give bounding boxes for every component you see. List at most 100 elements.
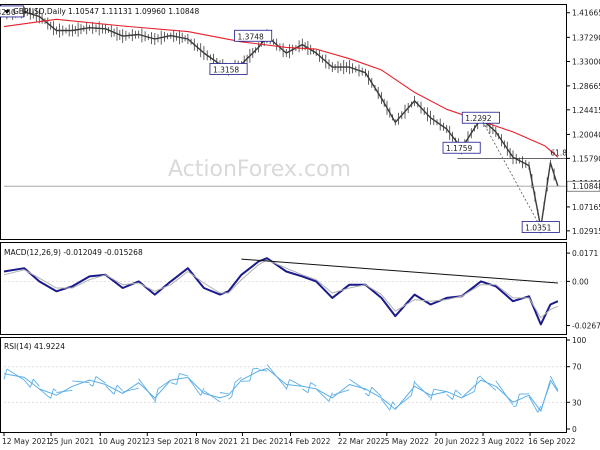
rsi-segment xyxy=(276,376,281,381)
rsi-segment xyxy=(228,396,232,400)
rsi-segment xyxy=(383,402,388,407)
macd-trendline xyxy=(241,258,558,284)
rsi-segment xyxy=(200,387,205,396)
level-box xyxy=(0,5,25,18)
rsi-segment xyxy=(455,389,459,393)
rsi-segment xyxy=(231,382,236,397)
collapse-triangle-icon[interactable] xyxy=(4,10,10,14)
fib-618-label: 61.8 xyxy=(550,148,567,157)
rsi-segment xyxy=(436,389,441,391)
macd-signal-line xyxy=(3,259,559,319)
rsi-segment xyxy=(515,393,520,407)
level-label: 1.0351 xyxy=(525,223,551,232)
rsi-segment xyxy=(352,381,357,384)
y-tick-label-price: 1.20040 xyxy=(572,130,600,139)
rsi-segment xyxy=(164,381,168,385)
rsi-segment xyxy=(21,377,25,381)
rsi-segment xyxy=(151,395,156,401)
rsi-segment xyxy=(528,396,533,403)
rsi-segment xyxy=(504,392,508,398)
rsi-segment xyxy=(543,391,548,401)
rsi-segment xyxy=(105,385,109,390)
rsi-segment xyxy=(167,379,172,383)
sma-line xyxy=(3,18,559,158)
rsi-segment xyxy=(423,391,428,396)
rsi-segment xyxy=(467,392,472,396)
rsi-segment xyxy=(119,387,124,392)
level-box xyxy=(442,141,481,154)
rsi-segment xyxy=(26,383,31,388)
rsi-title: RSI(14) 41.9224 xyxy=(4,342,65,351)
x-tick-label: 8 Nov 2021 xyxy=(194,437,237,446)
rsi-segment xyxy=(461,395,466,399)
macd-axis: 0.0171 0.00 -0.0267 xyxy=(566,249,600,331)
rsi-segment xyxy=(122,390,127,393)
rsi-segment xyxy=(3,368,8,380)
rsi-segment xyxy=(193,386,198,392)
rsi-segment xyxy=(433,388,438,391)
rsi-segment xyxy=(368,387,373,397)
rsi-segment xyxy=(489,384,494,389)
rsi-segment xyxy=(113,384,118,395)
rsi-segment xyxy=(452,389,457,400)
rsi-segment xyxy=(471,390,475,394)
rsi-segment xyxy=(392,401,396,406)
y-tick-label-rsi: 100 xyxy=(572,336,587,345)
rsi-segment xyxy=(23,379,28,384)
rsi-segment xyxy=(546,382,551,392)
y-tick-label-price: 1.24415 xyxy=(572,106,600,115)
rsi-segment xyxy=(389,401,394,411)
macd-panel-frame xyxy=(0,242,567,335)
x-tick-label: 16 Sep 2022 xyxy=(528,437,576,446)
rsi-segment xyxy=(334,392,339,395)
rsi-segment xyxy=(304,390,309,394)
rsi-segment xyxy=(206,392,211,396)
rsi-segment xyxy=(458,392,462,396)
rsi-segment xyxy=(53,388,57,392)
x-tick-label: 12 May 2021 xyxy=(2,437,51,446)
level-box xyxy=(234,29,273,42)
macd-line xyxy=(3,257,559,326)
rsi-series-group xyxy=(3,364,566,413)
level-label: 1.3748 xyxy=(238,32,264,41)
rsi-segment xyxy=(213,397,218,400)
rsi-segment xyxy=(501,388,505,394)
rsi-segment xyxy=(313,384,317,387)
rsi-segment xyxy=(15,374,19,377)
rsi-segment xyxy=(6,368,11,372)
rsi-segment xyxy=(319,391,323,396)
rsi-segment xyxy=(216,399,221,403)
rsi-segment xyxy=(176,373,180,385)
rsi-segment xyxy=(506,396,511,402)
rsi-segment xyxy=(47,395,51,399)
rsi-segment xyxy=(404,397,409,401)
swing-dashed-line xyxy=(480,118,542,228)
rsi-segment xyxy=(128,389,133,391)
rsi-segment xyxy=(414,381,419,386)
rsi-segment xyxy=(95,376,100,380)
rsi-segment xyxy=(355,383,360,387)
rsi-segment xyxy=(407,395,412,399)
rsi-segment xyxy=(540,400,545,411)
rsi-segment xyxy=(349,378,353,382)
rsi-segment xyxy=(249,368,254,382)
rsi-segment xyxy=(285,379,290,390)
rsi-segment xyxy=(266,364,271,369)
rsi-segment xyxy=(234,379,239,383)
rsi-segment xyxy=(361,387,366,391)
rsi-segment xyxy=(190,381,195,387)
rsi-segment xyxy=(219,392,223,394)
rsi-segment xyxy=(258,369,262,371)
rsi-segment xyxy=(365,392,369,397)
rsi-segment xyxy=(50,388,54,399)
rsi-segment xyxy=(537,405,542,413)
rsi-segment xyxy=(477,375,482,379)
rsi-segment xyxy=(449,396,453,400)
rsi-segment xyxy=(170,382,174,385)
x-tick-label: 21 Dec 2021 xyxy=(240,437,288,446)
rsi-segment xyxy=(197,390,202,396)
y-tick-label-macd: 0.00 xyxy=(572,277,589,286)
x-tick-label: 23 Sep 2021 xyxy=(145,437,193,446)
rsi-segment xyxy=(210,394,214,398)
